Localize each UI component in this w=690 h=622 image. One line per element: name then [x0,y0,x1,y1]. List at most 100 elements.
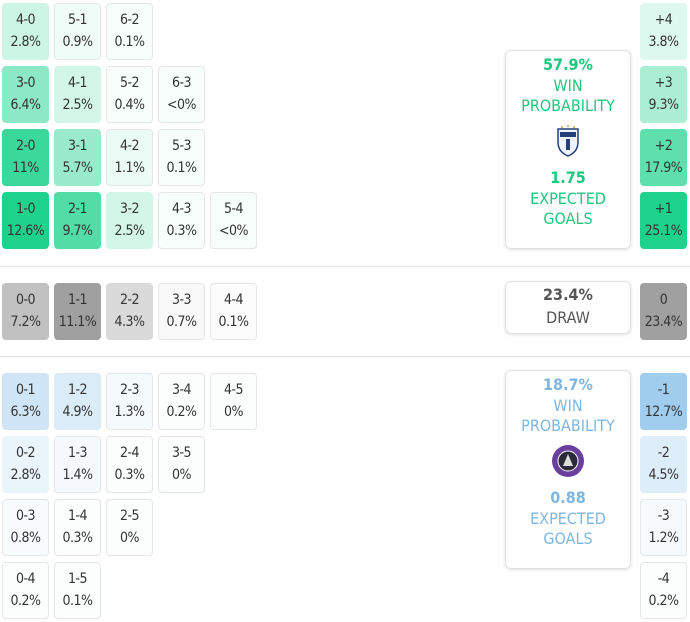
scoreline-cell: 1-4 0.3% [54,499,101,556]
scoreline-cell: 3-4 0.2% [158,373,205,430]
scoreline-cell-label: 0-0 [15,292,36,308]
scoreline-cell-label: 4-5 [223,382,244,398]
scoreline-cell-pct: <0% [166,97,197,113]
margin-cell: +4 3.8% [640,3,687,60]
margin-cell-label: -3 [657,508,670,524]
scoreline-cell-label: 3-5 [171,445,192,461]
margin-cell-label: +3 [654,75,673,91]
scoreline-cell-pct: <0% [218,223,249,239]
margin-cell: +2 17.9% [640,129,687,186]
scoreline-cell-label: 2-3 [119,382,140,398]
scoreline-cell: 2-2 4.3% [106,283,153,340]
scoreline-cell-pct: 0.1% [114,34,146,50]
scoreline-cell: 2-0 11% [2,129,49,186]
scoreline-cell: 1-2 4.9% [54,373,101,430]
scoreline-cell-label: 2-4 [119,445,140,461]
divider [0,356,690,357]
scoreline-cell-label: 0-3 [15,508,36,524]
scoreline-cell-pct: 0.1% [62,593,94,609]
margin-cell-pct: 4.5% [648,467,680,483]
margin-cell-label: +2 [654,138,673,154]
scoreline-cell: 2-1 9.7% [54,192,101,249]
margin-cell: -3 1.2% [640,499,687,556]
scoreline-cell: 6-2 0.1% [106,3,153,60]
margin-cell-label: 0 [659,292,668,308]
scoreline-cell: 4-1 2.5% [54,66,101,123]
scoreline-cell-pct: 0% [224,404,243,420]
scoreline-cell-pct: 1.3% [114,404,146,420]
scoreline-cell-pct: 2.5% [62,97,94,113]
scoreline-cell-pct: 2.8% [10,467,42,483]
scoreline-cell-label: 6-3 [171,75,192,91]
scoreline-cell-pct: 0.3% [166,223,198,239]
scoreline-cell-label: 5-4 [223,201,244,217]
scoreline-cell-pct: 6.3% [10,404,42,420]
away-xg: 0.88 [550,488,586,507]
scoreline-cell-pct: 2.5% [114,223,146,239]
away-win-label: WIN PROBABILITY [521,396,615,435]
scoreline-cell: 4-3 0.3% [158,192,205,249]
scoreline-cell-label: 4-3 [171,201,192,217]
margin-cell: +3 9.3% [640,66,687,123]
margin-cell-pct: 0.2% [648,593,680,609]
margin-cell: -1 12.7% [640,373,687,430]
scoreline-cell-label: 1-3 [67,445,88,461]
draw-pct: 23.4% [543,285,593,304]
scoreline-cell-pct: 11.1% [58,314,97,330]
draw-summary-card: 23.4% DRAW [505,281,631,334]
scoreline-cell-label: 3-4 [171,382,192,398]
scoreline-cell: 5-2 0.4% [106,66,153,123]
scoreline-cell-pct: 11% [12,160,39,176]
margin-cell: +1 25.1% [640,192,687,249]
scoreline-cell-label: 2-5 [119,508,140,524]
scoreline-cell: 1-3 1.4% [54,436,101,493]
scoreline-cell: 0-3 0.8% [2,499,49,556]
scoreline-cell-label: 5-2 [119,75,140,91]
scoreline-cell-pct: 0.2% [10,593,42,609]
scoreline-cell-pct: 0.2% [166,404,198,420]
scoreline-cell: 2-3 1.3% [106,373,153,430]
scoreline-cell-label: 5-1 [67,12,88,28]
scoreline-cell-label: 2-2 [119,292,140,308]
scoreline-cell: 5-3 0.1% [158,129,205,186]
margin-cell-label: -4 [657,571,670,587]
scoreline-cell-pct: 0.1% [166,160,198,176]
margin-cell-pct: 12.7% [644,404,683,420]
scoreline-cell-pct: 0.3% [62,530,94,546]
away-xg-label: EXPECTED GOALS [530,509,606,548]
draw-label: DRAW [546,308,590,327]
divider [0,266,690,267]
away-win-pct: 18.7% [543,375,593,394]
scoreline-cell: 1-1 11.1% [54,283,101,340]
scoreline-cell-pct: 2.8% [10,34,42,50]
margin-cell: -2 4.5% [640,436,687,493]
margin-cell-pct: 23.4% [644,314,683,330]
home-win-label: WIN PROBABILITY [521,76,615,115]
scoreline-cell-pct: 9.7% [62,223,94,239]
margin-cell-label: +4 [654,12,673,28]
scoreline-cell-label: 4-0 [15,12,36,28]
scoreline-cell-pct: 0% [120,530,139,546]
scoreline-cell-label: 6-2 [119,12,140,28]
scoreline-cell: 3-5 0% [158,436,205,493]
scoreline-cell: 3-0 6.4% [2,66,49,123]
scoreline-cell-label: 5-3 [171,138,192,154]
home-win-pct: 57.9% [543,55,593,74]
scoreline-cell: 3-2 2.5% [106,192,153,249]
scoreline-cell: 3-1 5.7% [54,129,101,186]
scoreline-cell: 6-3 <0% [158,66,205,123]
margin-cell: 0 23.4% [640,283,687,340]
scoreline-cell: 4-0 2.8% [2,3,49,60]
scoreline-cell-pct: 0.3% [114,467,146,483]
margin-cell: -4 0.2% [640,562,687,619]
scoreline-cell-label: 0-4 [15,571,36,587]
margin-cell-label: -2 [657,445,670,461]
scoreline-cell: 0-4 0.2% [2,562,49,619]
scoreline-cell-pct: 1.4% [62,467,94,483]
scoreline-cell-pct: 5.7% [62,160,94,176]
margin-cell-pct: 17.9% [644,160,683,176]
scoreline-cell-label: 4-1 [67,75,88,91]
scoreline-cell: 2-4 0.3% [106,436,153,493]
scoreline-cell-pct: 4.3% [114,314,146,330]
scoreline-cell: 3-3 0.7% [158,283,205,340]
